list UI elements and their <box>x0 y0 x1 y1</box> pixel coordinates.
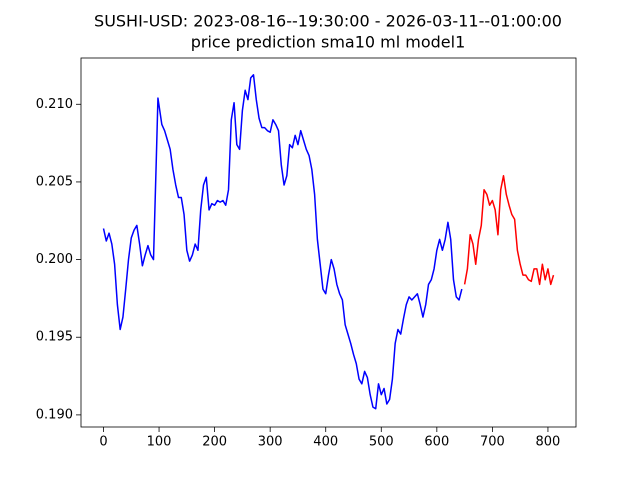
data-line <box>102 74 463 410</box>
x-tick-label: 300 <box>258 435 283 450</box>
y-tick-label: 0.190 <box>36 407 73 422</box>
x-tick-label: 700 <box>480 435 505 450</box>
y-tick-label: 0.205 <box>36 174 73 189</box>
chart-title: SUSHI-USD: 2023-08-16--19:30:00 - 2026-0… <box>94 12 562 31</box>
x-tick-label: 600 <box>424 435 449 450</box>
chart-subtitle: price prediction sma10 ml model1 <box>191 33 466 52</box>
y-tick-label: 0.195 <box>36 330 73 345</box>
x-tick-label: 0 <box>99 435 107 450</box>
y-tick-label: 0.210 <box>36 97 73 112</box>
x-tick-label: 200 <box>202 435 227 450</box>
x-tick-label: 800 <box>536 435 561 450</box>
x-tick-label: 100 <box>147 435 172 450</box>
x-tick-label: 500 <box>369 435 394 450</box>
y-tick-label: 0.200 <box>36 252 73 267</box>
plot-frame <box>80 57 577 428</box>
data-line <box>463 174 555 286</box>
x-tick-label: 400 <box>313 435 338 450</box>
